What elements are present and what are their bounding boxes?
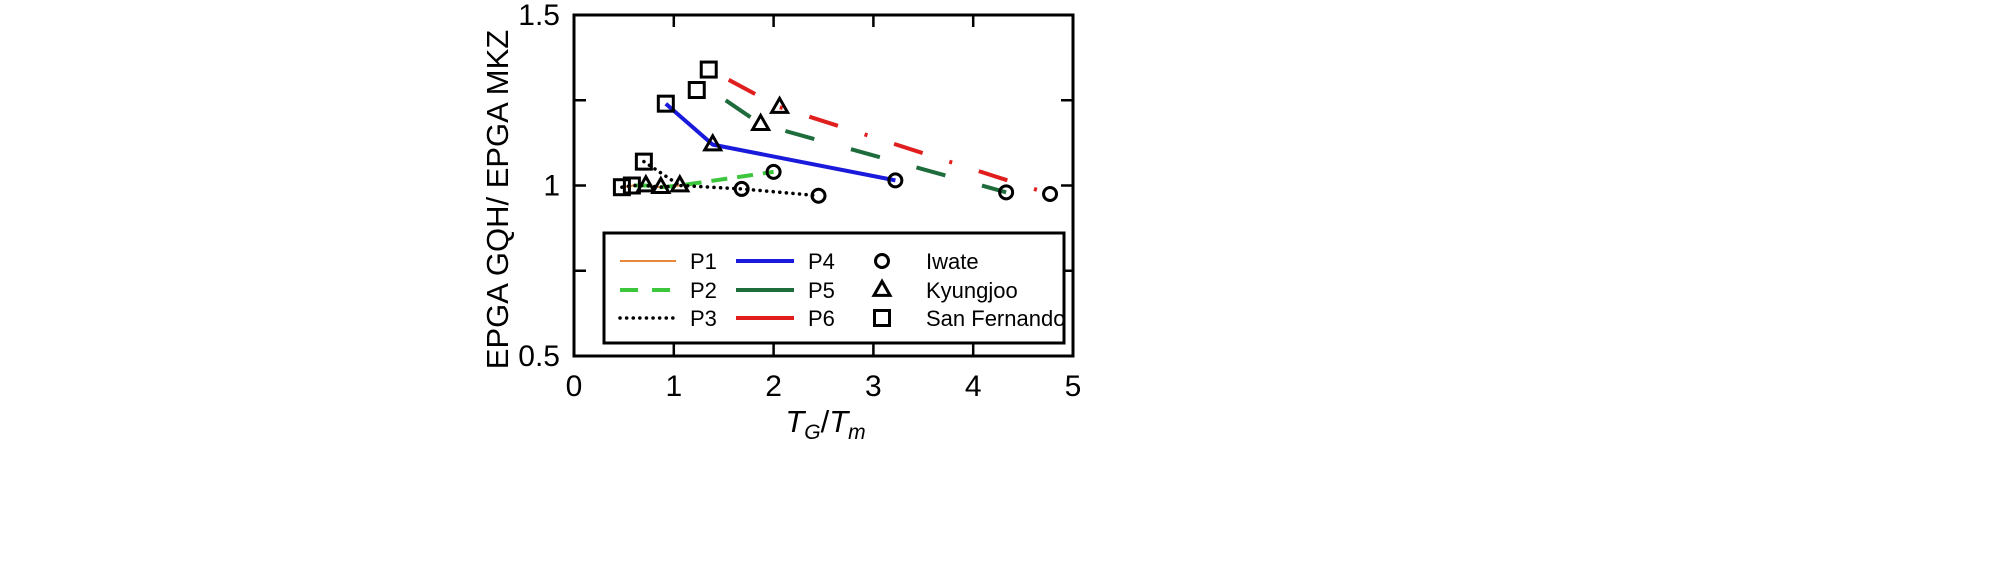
circle-marker (765, 163, 782, 180)
data-markers (612, 60, 1059, 204)
legend-circle-icon (874, 253, 890, 269)
axis-tick-labels: 0 1 2 3 4 5 0.5 1 1.5 (518, 0, 1081, 403)
triangle-marker (702, 132, 724, 152)
x-axis-title: TG/Tm (785, 404, 865, 444)
square-marker (699, 60, 718, 79)
legend-label: P1 (690, 249, 717, 274)
circle-marker (998, 184, 1015, 201)
y-tick-label: 1 (543, 170, 560, 203)
legend-label: P5 (808, 278, 835, 303)
series-line-p5 (724, 98, 1007, 195)
square-marker (656, 94, 675, 113)
y-tick-label: 0.5 (518, 340, 560, 373)
x-tick-label: 0 (566, 370, 583, 403)
triangle-marker (769, 95, 791, 114)
legend-square-icon (873, 309, 891, 327)
square-marker (634, 152, 653, 171)
circle-marker (733, 180, 750, 197)
triangle-marker (750, 112, 772, 131)
square-marker (612, 178, 631, 197)
series-line-p3 (620, 183, 821, 198)
series-line-p6 (727, 78, 1051, 196)
legend-label: P2 (690, 278, 717, 303)
legend-label: San Fernando (926, 306, 1065, 331)
square-marker (687, 81, 706, 100)
y-axis-title: EPGA GQH/ EPGA MKZ (480, 30, 515, 369)
x-tick-label: 2 (765, 370, 782, 403)
triangle-marker (650, 175, 672, 195)
circle-marker (810, 187, 827, 204)
triangle-marker (635, 173, 657, 193)
legend-label: Kyungjoo (926, 278, 1018, 303)
series-lines (620, 78, 1051, 198)
legend-label: P4 (808, 249, 835, 274)
triangle-marker (669, 173, 691, 193)
legend-label: P3 (690, 306, 717, 331)
legend-box (602, 231, 1066, 345)
x-tick-label: 1 (665, 370, 682, 403)
x-tick-label: 5 (1065, 370, 1082, 403)
legend-triangle-icon (871, 278, 893, 297)
legend-label: Iwate (926, 249, 979, 274)
x-tick-label: 3 (865, 370, 882, 403)
x-tick-label: 4 (965, 370, 982, 403)
circle-marker (887, 172, 904, 189)
series-line-p4 (664, 102, 896, 183)
y-tick-label: 1.5 (518, 0, 560, 32)
square-marker (622, 176, 641, 195)
legend: P1 P2 P3 P4 P5 P6 Iwate Kyungjoo San Fernando (602, 231, 1066, 345)
legend-label: P6 (808, 306, 835, 331)
circle-marker (1042, 186, 1059, 203)
